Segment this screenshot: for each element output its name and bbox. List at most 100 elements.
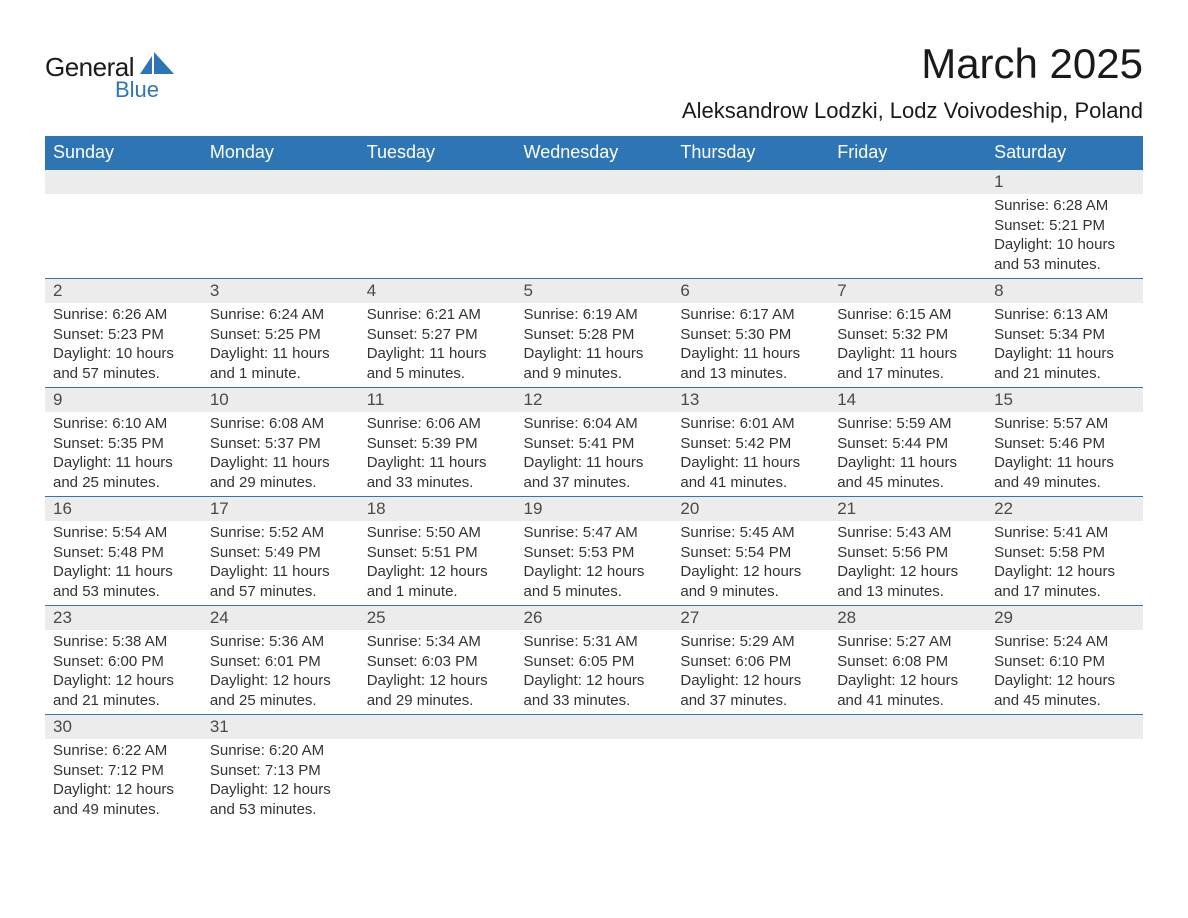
day-number <box>359 715 516 739</box>
day-number: 8 <box>986 279 1143 303</box>
weekday-header: Sunday <box>45 136 202 170</box>
month-title: March 2025 <box>682 40 1143 88</box>
day-details: Sunrise: 6:15 AMSunset: 5:32 PMDaylight:… <box>829 303 986 387</box>
day-number: 24 <box>202 606 359 630</box>
sunset-text: Sunset: 5:44 PM <box>837 434 978 454</box>
calendar-day-cell: 24Sunrise: 5:36 AMSunset: 6:01 PMDayligh… <box>202 606 359 715</box>
day-details: Sunrise: 5:24 AMSunset: 6:10 PMDaylight:… <box>986 630 1143 714</box>
day-details <box>516 739 673 745</box>
sunset-text: Sunset: 6:08 PM <box>837 652 978 672</box>
sunrise-text: Sunrise: 6:13 AM <box>994 305 1135 325</box>
day-number: 27 <box>672 606 829 630</box>
day-number: 4 <box>359 279 516 303</box>
daylight-text: Daylight: 11 hours and 1 minute. <box>210 344 351 383</box>
sunrise-text: Sunrise: 5:34 AM <box>367 632 508 652</box>
day-number: 19 <box>516 497 673 521</box>
weekday-header: Tuesday <box>359 136 516 170</box>
calendar-day-cell: 8Sunrise: 6:13 AMSunset: 5:34 PMDaylight… <box>986 279 1143 388</box>
daylight-text: Daylight: 12 hours and 17 minutes. <box>994 562 1135 601</box>
day-details <box>359 739 516 745</box>
daylight-text: Daylight: 11 hours and 13 minutes. <box>680 344 821 383</box>
sunset-text: Sunset: 5:49 PM <box>210 543 351 563</box>
sunset-text: Sunset: 5:35 PM <box>53 434 194 454</box>
daylight-text: Daylight: 12 hours and 53 minutes. <box>210 780 351 819</box>
daylight-text: Daylight: 11 hours and 33 minutes. <box>367 453 508 492</box>
day-number: 15 <box>986 388 1143 412</box>
sunset-text: Sunset: 5:25 PM <box>210 325 351 345</box>
day-number <box>829 170 986 194</box>
daylight-text: Daylight: 11 hours and 49 minutes. <box>994 453 1135 492</box>
calendar-day-cell <box>359 170 516 279</box>
calendar-day-cell: 16Sunrise: 5:54 AMSunset: 5:48 PMDayligh… <box>45 497 202 606</box>
calendar-day-cell: 1Sunrise: 6:28 AMSunset: 5:21 PMDaylight… <box>986 170 1143 279</box>
day-details: Sunrise: 5:31 AMSunset: 6:05 PMDaylight:… <box>516 630 673 714</box>
sunset-text: Sunset: 5:46 PM <box>994 434 1135 454</box>
sunrise-text: Sunrise: 5:38 AM <box>53 632 194 652</box>
day-number: 10 <box>202 388 359 412</box>
day-details: Sunrise: 5:45 AMSunset: 5:54 PMDaylight:… <box>672 521 829 605</box>
daylight-text: Daylight: 11 hours and 9 minutes. <box>524 344 665 383</box>
sunset-text: Sunset: 5:54 PM <box>680 543 821 563</box>
logo-text-blue: Blue <box>115 77 159 103</box>
day-details: Sunrise: 5:36 AMSunset: 6:01 PMDaylight:… <box>202 630 359 714</box>
daylight-text: Daylight: 12 hours and 1 minute. <box>367 562 508 601</box>
calendar-day-cell: 31Sunrise: 6:20 AMSunset: 7:13 PMDayligh… <box>202 715 359 824</box>
sunrise-text: Sunrise: 6:08 AM <box>210 414 351 434</box>
calendar-day-cell <box>829 170 986 279</box>
day-number <box>672 715 829 739</box>
daylight-text: Daylight: 11 hours and 57 minutes. <box>210 562 351 601</box>
sunrise-text: Sunrise: 6:01 AM <box>680 414 821 434</box>
day-number: 26 <box>516 606 673 630</box>
calendar-day-cell: 12Sunrise: 6:04 AMSunset: 5:41 PMDayligh… <box>516 388 673 497</box>
sunset-text: Sunset: 5:21 PM <box>994 216 1135 236</box>
day-number <box>202 170 359 194</box>
calendar-week-row: 9Sunrise: 6:10 AMSunset: 5:35 PMDaylight… <box>45 388 1143 497</box>
sunrise-text: Sunrise: 6:24 AM <box>210 305 351 325</box>
calendar-day-cell <box>672 715 829 824</box>
day-details: Sunrise: 6:01 AMSunset: 5:42 PMDaylight:… <box>672 412 829 496</box>
calendar-day-cell: 4Sunrise: 6:21 AMSunset: 5:27 PMDaylight… <box>359 279 516 388</box>
day-details <box>516 194 673 200</box>
day-details: Sunrise: 5:38 AMSunset: 6:00 PMDaylight:… <box>45 630 202 714</box>
sunset-text: Sunset: 5:39 PM <box>367 434 508 454</box>
day-details: Sunrise: 5:57 AMSunset: 5:46 PMDaylight:… <box>986 412 1143 496</box>
day-number: 11 <box>359 388 516 412</box>
weekday-header: Wednesday <box>516 136 673 170</box>
daylight-text: Daylight: 10 hours and 53 minutes. <box>994 235 1135 274</box>
calendar-day-cell <box>672 170 829 279</box>
day-details: Sunrise: 6:04 AMSunset: 5:41 PMDaylight:… <box>516 412 673 496</box>
day-number: 2 <box>45 279 202 303</box>
day-details: Sunrise: 6:13 AMSunset: 5:34 PMDaylight:… <box>986 303 1143 387</box>
daylight-text: Daylight: 12 hours and 41 minutes. <box>837 671 978 710</box>
logo: General Blue <box>45 40 174 103</box>
weekday-header: Friday <box>829 136 986 170</box>
daylight-text: Daylight: 12 hours and 37 minutes. <box>680 671 821 710</box>
sunrise-text: Sunrise: 5:52 AM <box>210 523 351 543</box>
sunrise-text: Sunrise: 5:54 AM <box>53 523 194 543</box>
sunrise-text: Sunrise: 5:45 AM <box>680 523 821 543</box>
calendar-day-cell <box>516 715 673 824</box>
sunset-text: Sunset: 5:58 PM <box>994 543 1135 563</box>
day-number: 1 <box>986 170 1143 194</box>
daylight-text: Daylight: 12 hours and 25 minutes. <box>210 671 351 710</box>
day-number: 14 <box>829 388 986 412</box>
calendar-table: Sunday Monday Tuesday Wednesday Thursday… <box>45 136 1143 823</box>
daylight-text: Daylight: 11 hours and 5 minutes. <box>367 344 508 383</box>
sunset-text: Sunset: 5:41 PM <box>524 434 665 454</box>
calendar-day-cell: 2Sunrise: 6:26 AMSunset: 5:23 PMDaylight… <box>45 279 202 388</box>
day-details: Sunrise: 5:54 AMSunset: 5:48 PMDaylight:… <box>45 521 202 605</box>
daylight-text: Daylight: 12 hours and 9 minutes. <box>680 562 821 601</box>
sunrise-text: Sunrise: 5:31 AM <box>524 632 665 652</box>
day-details: Sunrise: 5:52 AMSunset: 5:49 PMDaylight:… <box>202 521 359 605</box>
day-number: 5 <box>516 279 673 303</box>
calendar-day-cell: 13Sunrise: 6:01 AMSunset: 5:42 PMDayligh… <box>672 388 829 497</box>
sunrise-text: Sunrise: 5:36 AM <box>210 632 351 652</box>
sunrise-text: Sunrise: 5:24 AM <box>994 632 1135 652</box>
day-number: 25 <box>359 606 516 630</box>
sunset-text: Sunset: 7:13 PM <box>210 761 351 781</box>
day-details: Sunrise: 5:43 AMSunset: 5:56 PMDaylight:… <box>829 521 986 605</box>
daylight-text: Daylight: 12 hours and 33 minutes. <box>524 671 665 710</box>
calendar-week-row: 23Sunrise: 5:38 AMSunset: 6:00 PMDayligh… <box>45 606 1143 715</box>
calendar-day-cell: 27Sunrise: 5:29 AMSunset: 6:06 PMDayligh… <box>672 606 829 715</box>
day-number <box>672 170 829 194</box>
